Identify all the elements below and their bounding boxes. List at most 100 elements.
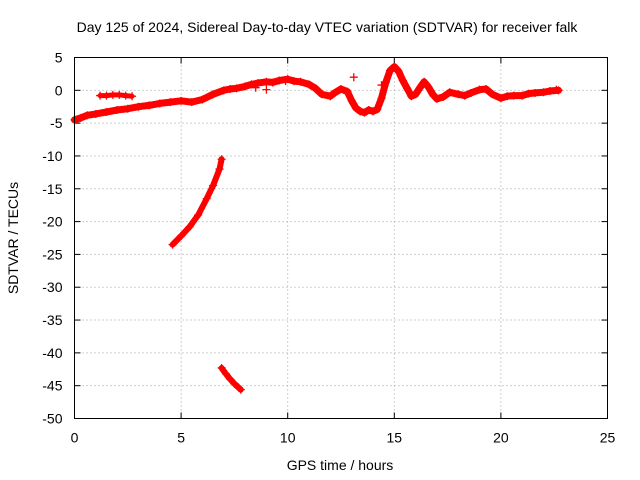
series-band xyxy=(169,156,225,248)
x-tick-label: 25 xyxy=(600,430,616,446)
x-tick-label: 0 xyxy=(71,430,79,446)
data-point xyxy=(386,66,395,75)
data-point xyxy=(439,92,448,101)
data-point xyxy=(377,94,386,103)
data-point xyxy=(403,84,412,93)
series-band xyxy=(71,63,562,124)
data-point xyxy=(83,111,92,120)
data-point xyxy=(145,101,154,110)
data-point xyxy=(394,67,403,76)
data-point xyxy=(232,84,241,93)
series-segment-2 xyxy=(168,155,226,249)
data-point xyxy=(217,363,226,372)
data-point xyxy=(509,91,518,100)
data-point xyxy=(552,85,561,94)
data-point xyxy=(545,86,554,95)
y-tick-label: -25 xyxy=(42,246,62,262)
data-point xyxy=(194,211,203,220)
data-point xyxy=(531,88,540,97)
data-point xyxy=(226,85,235,94)
y-tick-label: 5 xyxy=(55,50,63,66)
data-point xyxy=(268,78,277,87)
x-axis-label: GPS time / hours xyxy=(287,457,394,473)
data-point xyxy=(488,90,497,99)
data-point xyxy=(503,92,512,101)
data-point xyxy=(226,375,235,384)
data-point xyxy=(115,90,124,99)
data-point xyxy=(343,87,352,96)
data-point xyxy=(356,107,365,116)
data-point xyxy=(209,90,218,99)
data-point xyxy=(102,91,111,100)
data-point xyxy=(415,83,424,92)
data-point xyxy=(275,76,284,85)
data-point xyxy=(202,194,211,203)
data-series xyxy=(70,62,563,394)
data-point xyxy=(155,99,164,108)
data-point xyxy=(411,90,420,99)
x-tick-label: 15 xyxy=(387,430,403,446)
data-point xyxy=(219,86,228,95)
series-isolated-points xyxy=(251,73,561,94)
data-point xyxy=(377,81,386,90)
data-point xyxy=(113,106,122,115)
y-tick-label: 0 xyxy=(55,82,63,98)
data-point xyxy=(262,77,271,86)
data-point xyxy=(177,232,186,241)
data-point xyxy=(454,90,463,99)
data-point xyxy=(351,104,360,113)
data-point xyxy=(368,107,377,116)
data-point xyxy=(424,83,433,92)
series-segment-3 xyxy=(217,363,245,394)
series-main-trace xyxy=(70,62,563,124)
data-point xyxy=(364,106,373,115)
data-point xyxy=(187,98,196,107)
data-point xyxy=(360,108,369,117)
data-point xyxy=(217,155,226,164)
data-point xyxy=(337,85,345,94)
data-point xyxy=(349,73,358,82)
data-point xyxy=(247,80,256,89)
data-point xyxy=(428,90,437,99)
data-point xyxy=(420,77,429,86)
data-point xyxy=(128,92,137,101)
data-point xyxy=(168,240,177,249)
data-point xyxy=(317,90,326,99)
x-tick-label: 5 xyxy=(177,430,185,446)
data-point xyxy=(209,181,218,190)
data-point xyxy=(121,91,130,100)
tick-labels: 0 5 10 15 20 25 5 0 -5 -10 -15 -20 -25 -30 -35 -40 -45 -5… xyxy=(42,50,615,446)
data-point xyxy=(241,82,250,91)
chart-title: Day 125 of 2024, Sidereal Day-to-day VTE… xyxy=(77,19,579,35)
y-tick-label: -5 xyxy=(50,115,63,131)
y-tick-label: -45 xyxy=(42,378,62,394)
y-tick-label: -50 xyxy=(42,411,62,427)
data-point xyxy=(91,109,100,118)
data-point xyxy=(221,369,230,378)
data-point xyxy=(326,92,335,101)
plot-frame xyxy=(74,57,608,419)
data-point xyxy=(539,88,548,97)
y-tick-label: -10 xyxy=(42,148,62,164)
data-point xyxy=(460,91,469,100)
data-point xyxy=(230,379,239,388)
data-point xyxy=(198,95,207,104)
data-point xyxy=(467,88,476,97)
data-point xyxy=(381,78,390,87)
x-tick-label: 20 xyxy=(493,430,509,446)
y-tick-label: -15 xyxy=(42,181,62,197)
data-point xyxy=(185,222,194,231)
data-point xyxy=(215,165,224,174)
data-point xyxy=(123,104,132,113)
data-point xyxy=(236,385,245,394)
data-point xyxy=(166,98,175,107)
data-point xyxy=(475,85,484,94)
y-axis-label: SDTVAR / TECUs xyxy=(5,182,21,294)
data-point xyxy=(407,92,416,101)
data-point xyxy=(253,79,262,88)
data-point xyxy=(290,77,299,86)
y-tick-label: -30 xyxy=(42,279,62,295)
data-point xyxy=(311,84,320,93)
data-point xyxy=(518,91,527,100)
